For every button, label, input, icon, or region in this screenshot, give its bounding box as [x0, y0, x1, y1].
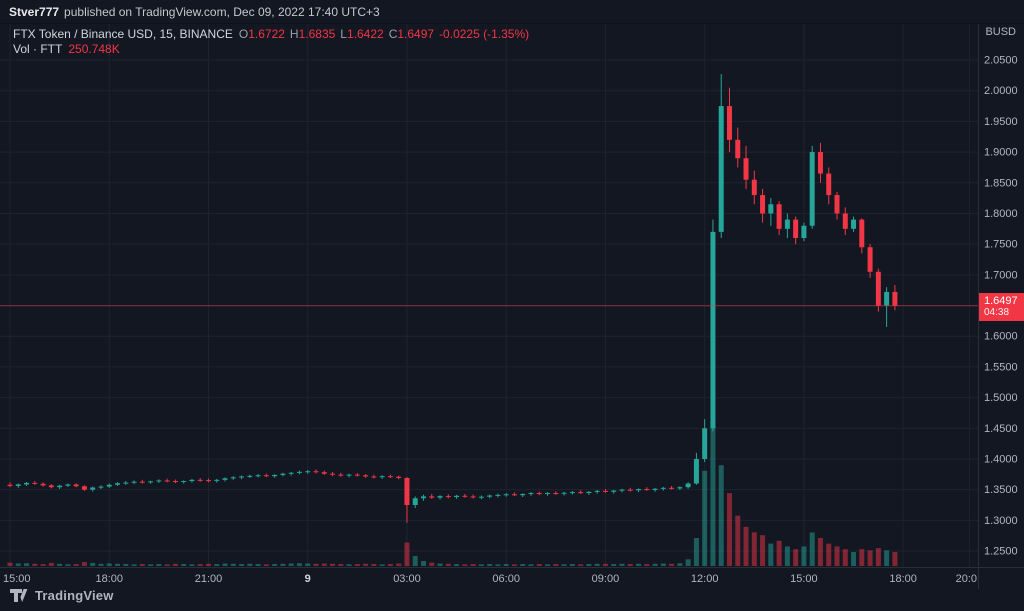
svg-text:1.9500: 1.9500 — [984, 116, 1018, 128]
high-value: 1.6835 — [298, 27, 336, 41]
last-price-badge: 1.6497 04:38 — [979, 292, 1024, 321]
svg-text:18:00: 18:00 — [95, 573, 123, 585]
svg-text:1.6000: 1.6000 — [984, 331, 1018, 343]
time-axis[interactable] — [0, 567, 978, 589]
svg-text:1.5500: 1.5500 — [984, 361, 1018, 373]
svg-text:1.3000: 1.3000 — [984, 515, 1018, 527]
svg-text:03:00: 03:00 — [393, 573, 421, 585]
svg-text:1.2500: 1.2500 — [984, 546, 1018, 558]
price-scale-currency: BUSD — [985, 26, 1016, 38]
symbol-title[interactable]: FTX Token / Binance USD, 15, BINANCE — [13, 27, 233, 41]
last-price-value: 1.6497 — [984, 294, 1018, 307]
volume-value: 250.748K — [68, 42, 120, 56]
high-label: H — [289, 27, 299, 41]
svg-text:1.8500: 1.8500 — [984, 177, 1018, 189]
bar-countdown: 04:38 — [984, 306, 1010, 318]
svg-text:12:00: 12:00 — [691, 573, 719, 585]
svg-text:9: 9 — [305, 573, 311, 585]
open-value: 1.6722 — [248, 27, 285, 41]
svg-text:1.5000: 1.5000 — [984, 392, 1018, 404]
svg-text:15:00: 15:00 — [3, 573, 31, 585]
svg-text:15:00: 15:00 — [790, 573, 818, 585]
tradingview-wordmark: TradingView — [35, 588, 114, 603]
svg-text:1.7000: 1.7000 — [984, 269, 1018, 281]
tradingview-attribution[interactable]: TradingView — [10, 588, 114, 603]
svg-text:1.4000: 1.4000 — [984, 453, 1018, 465]
low-label: L — [340, 27, 347, 41]
svg-text:1.8000: 1.8000 — [984, 208, 1018, 220]
svg-text:2.0000: 2.0000 — [984, 85, 1018, 97]
svg-text:1.9000: 1.9000 — [984, 147, 1018, 159]
close-label: C — [388, 27, 398, 41]
svg-text:21:00: 21:00 — [195, 573, 223, 585]
svg-text:20:0: 20:0 — [956, 573, 977, 585]
publication-info: published on TradingView.com, Dec 09, 20… — [64, 4, 380, 19]
candles — [7, 74, 898, 523]
publication-bar: Stver777 published on TradingView.com, D… — [0, 0, 1024, 24]
symbol-legend: FTX Token / Binance USD, 15, BINANCE O1.… — [13, 27, 529, 57]
svg-text:2.0500: 2.0500 — [984, 55, 1018, 67]
svg-text:1.7500: 1.7500 — [984, 239, 1018, 251]
low-value: 1.6422 — [346, 27, 384, 41]
svg-text:1.3500: 1.3500 — [984, 484, 1018, 496]
time-axis-labels: 15:00 18:00 21:00 9 03:00 06:00 09:00 12:00 15:0… — [3, 573, 977, 585]
svg-text:18:00: 18:00 — [889, 573, 917, 585]
volume-label[interactable]: Vol · FTT — [13, 42, 63, 56]
svg-text:06:00: 06:00 — [492, 573, 520, 585]
change-value: -0.0225 (-1.35%) — [439, 27, 530, 41]
volume-bars — [7, 426, 898, 566]
svg-text:1.4500: 1.4500 — [984, 423, 1018, 435]
grid-lines — [0, 24, 978, 567]
tradingview-logo-icon — [10, 588, 28, 602]
svg-text:09:00: 09:00 — [592, 573, 620, 585]
open-label: O — [238, 27, 249, 41]
author-name: Stver777 — [9, 4, 60, 19]
close-value: 1.6497 — [397, 27, 435, 41]
